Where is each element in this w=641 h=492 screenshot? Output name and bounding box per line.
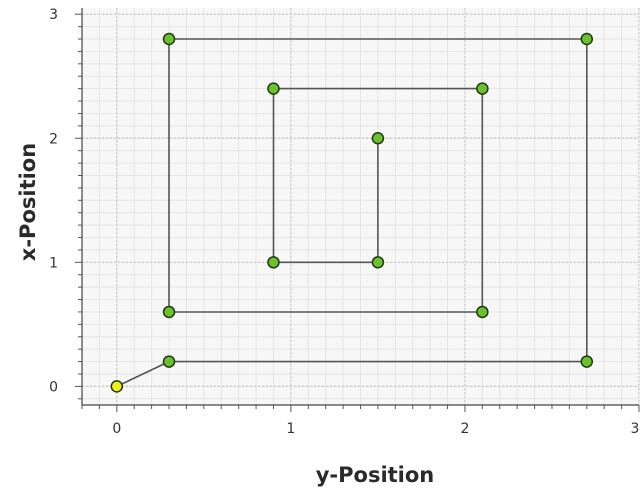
data-points bbox=[110, 32, 594, 393]
x-tick-label: 2 bbox=[460, 421, 469, 437]
path-line bbox=[116, 38, 588, 388]
major-grid bbox=[82, 8, 640, 405]
series-line bbox=[116, 38, 588, 388]
data-point bbox=[267, 256, 280, 269]
x-tick-label: 0 bbox=[112, 421, 121, 437]
x-tick-labels: 0 1 2 3 bbox=[112, 421, 639, 437]
y-tick-label: 0 bbox=[49, 379, 58, 395]
y-tick-label: 2 bbox=[49, 131, 58, 147]
data-point bbox=[162, 305, 176, 319]
data-point bbox=[580, 32, 594, 46]
y-axis-title: x-Position bbox=[16, 143, 40, 261]
x-tick-label: 3 bbox=[631, 421, 640, 437]
data-point bbox=[476, 82, 489, 95]
x-axis-title: y-Position bbox=[316, 463, 435, 487]
data-point bbox=[267, 82, 280, 95]
y-tick-label: 1 bbox=[49, 255, 58, 271]
data-point bbox=[371, 256, 385, 269]
x-tick-label: 1 bbox=[286, 421, 295, 437]
data-point bbox=[580, 355, 594, 368]
data-point bbox=[371, 132, 385, 145]
y-tick-labels: 0 1 2 3 bbox=[49, 7, 58, 395]
tick-marks bbox=[75, 13, 640, 412]
data-point bbox=[162, 32, 176, 46]
data-point bbox=[476, 305, 489, 319]
data-point bbox=[162, 355, 176, 368]
y-tick-label: 3 bbox=[49, 7, 58, 23]
start-point bbox=[110, 380, 124, 393]
